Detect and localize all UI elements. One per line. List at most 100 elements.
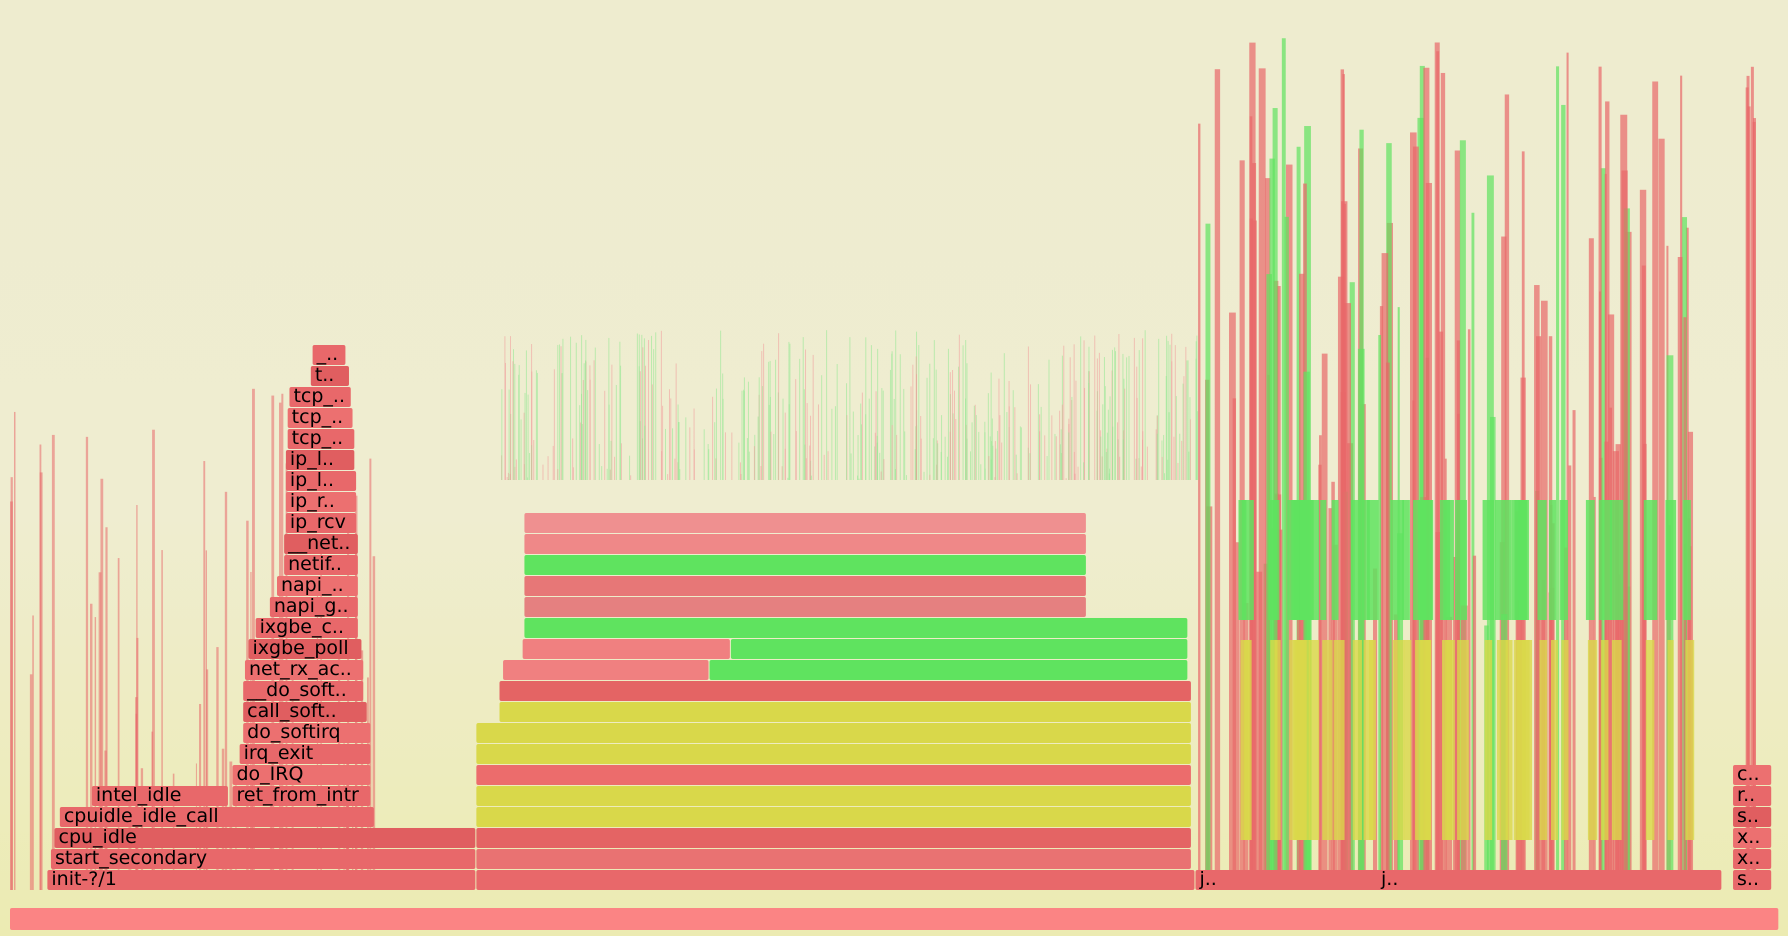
flame-tower — [775, 359, 777, 480]
flame-tower — [1166, 335, 1168, 480]
flame-frame[interactable] — [285, 450, 355, 470]
flame-tower — [609, 469, 611, 480]
flame-frame[interactable] — [287, 429, 355, 449]
flame-frame[interactable] — [10, 908, 1779, 930]
flame-frame[interactable] — [1733, 807, 1772, 827]
flame-frame[interactable] — [476, 765, 1191, 785]
flame-frame[interactable] — [1733, 765, 1772, 785]
flame-tower — [1440, 72, 1446, 890]
flame-frame[interactable] — [476, 786, 1191, 806]
flame-frame[interactable] — [54, 828, 476, 848]
flame-tower — [975, 415, 977, 480]
flame-frame[interactable] — [285, 492, 357, 512]
flame-frame[interactable] — [1377, 870, 1401, 890]
flame-frame[interactable] — [47, 870, 476, 890]
flame-tower — [1561, 640, 1569, 840]
flame-frame[interactable] — [1733, 786, 1772, 806]
flame-frame[interactable] — [1733, 849, 1772, 869]
flame-frame[interactable] — [524, 597, 1086, 617]
flame-tower — [852, 411, 854, 480]
flame-frame[interactable] — [522, 639, 730, 659]
flame-tower — [768, 404, 770, 480]
flame-frame[interactable] — [524, 555, 1086, 575]
flame-tower — [1059, 410, 1061, 480]
flame-frame[interactable] — [476, 723, 1191, 743]
flame-tower — [941, 415, 943, 480]
flame-tower — [965, 398, 967, 480]
flame-frame[interactable] — [50, 849, 476, 869]
flame-frame[interactable] — [524, 576, 1086, 596]
flame-frame[interactable] — [476, 828, 1191, 848]
flame-frame[interactable] — [289, 387, 351, 407]
flame-frame[interactable] — [232, 786, 371, 806]
flame-frame[interactable] — [1733, 870, 1772, 890]
flame-tower — [520, 419, 522, 480]
flame-tower — [601, 466, 603, 480]
flame-frame-label: tcp_.. — [293, 385, 345, 407]
flame-frame[interactable] — [243, 702, 367, 722]
flame-frame[interactable] — [248, 639, 362, 659]
flame-frame[interactable] — [524, 618, 1188, 638]
flame-tower — [743, 377, 745, 480]
flame-frame[interactable] — [243, 723, 371, 743]
flame-tower — [1186, 360, 1188, 480]
flame-frame[interactable] — [91, 786, 228, 806]
flame-tower — [648, 340, 650, 480]
flame-tower — [1258, 68, 1266, 891]
flame-tower — [1296, 640, 1307, 840]
flame-frame[interactable] — [277, 576, 358, 596]
flame-frame[interactable] — [499, 681, 1191, 701]
flame-frame[interactable] — [284, 534, 358, 554]
flame-tower — [668, 389, 670, 480]
flame-tower — [152, 429, 155, 890]
flame-tower — [861, 392, 863, 480]
flame-frame[interactable] — [1195, 870, 1722, 890]
flame-frame[interactable] — [476, 744, 1191, 764]
flame-frame[interactable] — [239, 744, 371, 764]
flame-tower — [999, 415, 1001, 480]
flame-tower — [660, 330, 662, 480]
flame-tower — [514, 363, 516, 480]
flame-tower — [572, 467, 574, 480]
flame-frame-label: cpuidle_idle_call — [64, 805, 219, 827]
flame-frame[interactable] — [284, 555, 358, 575]
flame-frame[interactable] — [476, 870, 1195, 890]
flame-frame[interactable] — [244, 660, 364, 680]
flame-tower — [1135, 458, 1137, 480]
flame-tower — [1196, 335, 1198, 480]
flame-frame[interactable] — [269, 597, 358, 617]
flame-tower — [512, 349, 514, 480]
flame-frame[interactable] — [524, 513, 1086, 533]
flame-frame[interactable] — [499, 702, 1191, 722]
flame-frame[interactable] — [255, 618, 358, 638]
flame-frame[interactable] — [709, 660, 1188, 680]
flame-tower — [509, 336, 511, 480]
flame-tower — [1453, 556, 1460, 890]
flame-tower — [1685, 640, 1695, 840]
flame-frame[interactable] — [287, 408, 353, 428]
flame-frame[interactable] — [1733, 828, 1772, 848]
flame-frame[interactable] — [312, 345, 346, 365]
flame-tower — [1187, 360, 1189, 480]
flame-frame[interactable] — [476, 849, 1191, 869]
flame-frame[interactable] — [476, 807, 1191, 827]
flame-frame[interactable] — [285, 471, 357, 491]
flame-tower — [1321, 353, 1328, 890]
flame-frame[interactable] — [243, 681, 364, 701]
flame-tower — [1503, 500, 1512, 620]
flame-frame[interactable] — [232, 765, 371, 785]
flame-tower — [1075, 380, 1077, 480]
flame-tower — [757, 416, 759, 480]
flame-frame[interactable] — [285, 513, 357, 533]
flame-tower — [610, 440, 612, 480]
flame-tower — [722, 373, 724, 480]
flame-tower — [1611, 640, 1622, 840]
flame-frame-label: irq_exit — [244, 742, 314, 764]
flame-frame[interactable] — [59, 807, 374, 827]
flame-frame[interactable] — [310, 366, 349, 386]
flame-frame[interactable] — [503, 660, 709, 680]
flame-tower — [804, 444, 806, 480]
flame-tower — [1122, 353, 1124, 480]
flame-frame[interactable] — [730, 639, 1188, 659]
flame-frame[interactable] — [524, 534, 1086, 554]
